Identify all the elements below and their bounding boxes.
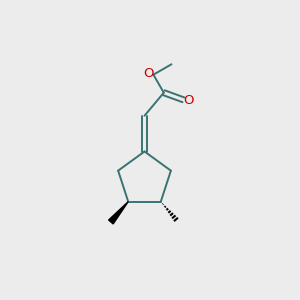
Text: O: O	[183, 94, 194, 107]
Polygon shape	[109, 202, 128, 224]
Text: O: O	[143, 67, 154, 80]
